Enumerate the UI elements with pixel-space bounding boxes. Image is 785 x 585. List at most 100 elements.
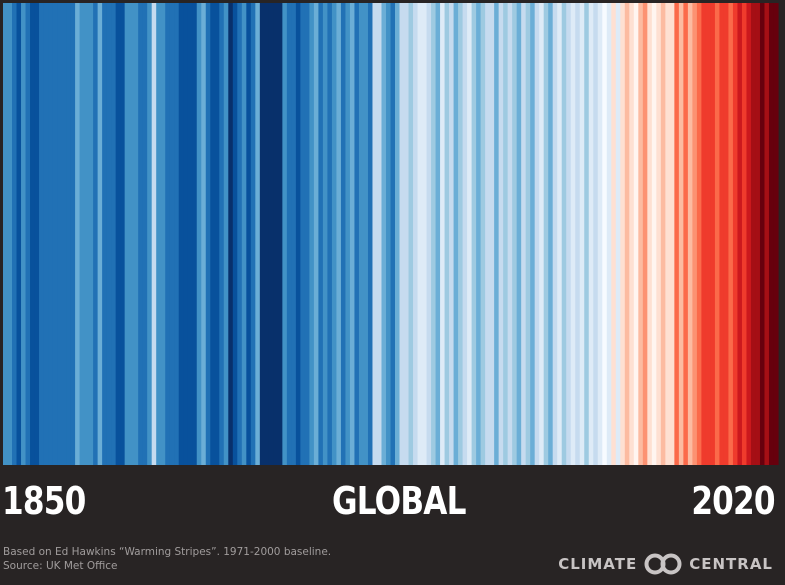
stripe-1987 <box>620 3 626 465</box>
stripe-1909 <box>268 3 274 465</box>
stripe-1900 <box>228 3 234 465</box>
stripe-1885 <box>160 3 166 465</box>
stripe-1992 <box>642 3 648 465</box>
stripe-1852 <box>12 3 18 465</box>
stripe-1955 <box>476 3 482 465</box>
stripe-2006 <box>705 3 712 465</box>
stripe-1918 <box>309 3 315 465</box>
stripe-1929 <box>358 3 365 465</box>
stripe-1946 <box>435 3 441 465</box>
stripe-2002 <box>687 3 693 465</box>
stripe-2000 <box>678 3 684 465</box>
stripe-1948 <box>444 3 450 465</box>
stripe-1950 <box>453 3 459 465</box>
stripe-2014 <box>741 3 748 465</box>
stripe-1894 <box>201 3 207 465</box>
stripe-1881 <box>142 3 148 465</box>
stripe-1891 <box>187 3 193 465</box>
warming-stripes-chart <box>3 3 779 465</box>
stripe-2007 <box>710 3 716 465</box>
stripe-1889 <box>178 3 184 465</box>
stripe-1866 <box>75 3 81 465</box>
stripe-1892 <box>192 3 198 465</box>
end-year-label: 2020 <box>691 479 776 523</box>
stripe-1930 <box>363 3 369 465</box>
stripe-1939 <box>404 3 410 465</box>
stripe-1910 <box>273 3 279 465</box>
stripe-1914 <box>291 3 297 465</box>
stripe-1983 <box>602 3 608 465</box>
stripe-1991 <box>638 3 644 465</box>
stripe-1886 <box>165 3 171 465</box>
stripe-1967 <box>530 3 536 465</box>
stripe-1963 <box>512 3 518 465</box>
stripe-1997 <box>665 3 671 465</box>
stripe-1876 <box>120 3 126 465</box>
stripe-1994 <box>651 3 657 465</box>
stripe-1874 <box>111 3 117 465</box>
climate-central-logo: CLIMATE CENTRAL <box>558 553 773 575</box>
stripe-1954 <box>471 3 477 465</box>
stripe-1973 <box>557 3 563 465</box>
stripe-1879 <box>133 3 139 465</box>
stripe-1985 <box>611 3 617 465</box>
stripe-1982 <box>597 3 603 465</box>
stripe-1958 <box>489 3 495 465</box>
stripe-2001 <box>683 3 689 465</box>
stripe-1952 <box>462 3 468 465</box>
stripe-1964 <box>516 3 522 465</box>
source-note: Source: UK Met Office <box>3 560 118 572</box>
stripe-1921 <box>322 3 329 465</box>
stripe-1977 <box>575 3 581 465</box>
stripe-2004 <box>696 3 703 465</box>
stripe-1970 <box>543 3 549 465</box>
stripe-1911 <box>277 3 283 465</box>
stripe-1887 <box>169 3 175 465</box>
stripe-1936 <box>390 3 396 465</box>
stripe-1893 <box>196 3 202 465</box>
stripe-1903 <box>241 3 247 465</box>
stripe-1908 <box>264 3 270 465</box>
stripe-1934 <box>381 3 387 465</box>
stripe-2009 <box>719 3 725 465</box>
stripe-1949 <box>449 3 455 465</box>
stripe-1877 <box>124 3 130 465</box>
stripe-1937 <box>395 3 401 465</box>
stripe-1878 <box>129 3 135 465</box>
stripe-1925 <box>340 3 347 465</box>
stripe-1968 <box>534 3 540 465</box>
stripe-1922 <box>327 3 333 465</box>
stripe-1870 <box>93 3 99 465</box>
stripe-1864 <box>66 3 72 465</box>
stripe-1880 <box>138 3 144 465</box>
stripe-1938 <box>399 3 405 465</box>
stripe-1895 <box>205 3 211 465</box>
stripe-1927 <box>349 3 356 465</box>
stripe-1931 <box>367 3 374 465</box>
stripe-1875 <box>115 3 121 465</box>
stripe-1898 <box>219 3 225 465</box>
stripe-1942 <box>417 3 423 465</box>
stripe-1863 <box>61 3 67 465</box>
stripe-1966 <box>525 3 531 465</box>
stripe-1857 <box>34 3 40 465</box>
stripe-1986 <box>615 3 621 465</box>
stripe-2011 <box>728 3 734 465</box>
stripe-1981 <box>593 3 599 465</box>
stripe-2020 <box>768 3 775 465</box>
stripe-1859 <box>43 3 49 465</box>
stripe-1916 <box>300 3 306 465</box>
stripe-1907 <box>259 3 265 465</box>
stripe-1915 <box>295 3 301 465</box>
stripe-1996 <box>660 3 666 465</box>
brand-word-right: CENTRAL <box>689 555 773 573</box>
stripe-1941 <box>413 3 419 465</box>
stripe-1988 <box>624 3 630 465</box>
stripe-1899 <box>223 3 229 465</box>
stripe-2012 <box>732 3 739 465</box>
stripe-1962 <box>507 3 513 465</box>
stripe-1940 <box>408 3 414 465</box>
stripe-2016 <box>750 3 757 465</box>
stripe-1999 <box>674 3 680 465</box>
stripe-1896 <box>210 3 216 465</box>
